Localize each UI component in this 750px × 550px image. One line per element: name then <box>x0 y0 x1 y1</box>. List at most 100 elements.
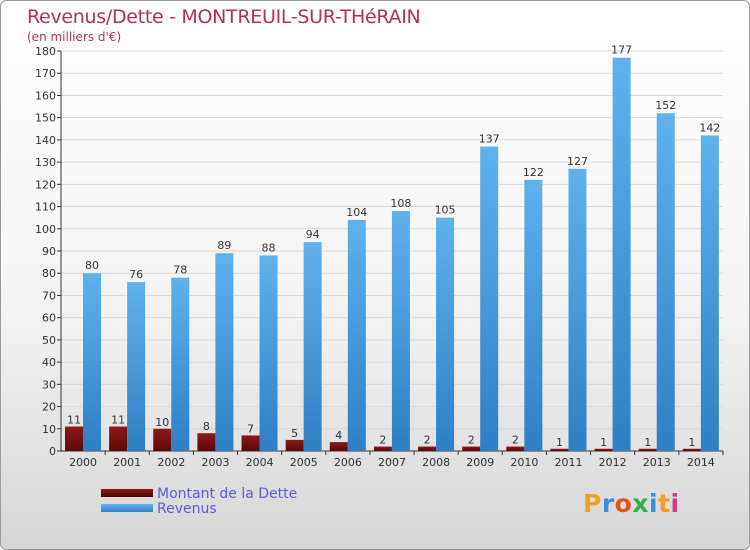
data-label-revenus: 108 <box>390 197 411 210</box>
y-tick-label: 160 <box>35 89 56 102</box>
data-label-dette: 2 <box>424 434 431 447</box>
legend-swatch-dette <box>101 489 153 497</box>
data-label-revenus: 76 <box>129 268 143 281</box>
data-label-dette: 11 <box>67 414 81 427</box>
bar-revenus <box>259 255 278 451</box>
bar-dette <box>373 446 392 451</box>
x-tick-label: 2011 <box>555 456 583 469</box>
y-tick-label: 10 <box>42 423 56 436</box>
data-label-dette: 11 <box>111 414 125 427</box>
bar-revenus <box>524 179 543 451</box>
chart-subtitle: (en milliers d'€) <box>27 30 122 44</box>
bar-dette <box>241 435 260 451</box>
y-tick-label: 40 <box>42 356 56 369</box>
data-label-revenus: 104 <box>346 206 367 219</box>
y-tick-label: 70 <box>42 289 56 302</box>
logo-letter: P <box>583 489 602 518</box>
bar-revenus <box>391 211 410 451</box>
data-label-revenus: 122 <box>523 166 544 179</box>
logo-letter: r <box>601 489 615 518</box>
bar-revenus <box>347 219 366 451</box>
data-label-dette: 1 <box>644 436 651 449</box>
data-label-dette: 10 <box>155 416 169 429</box>
y-tick-label: 30 <box>42 378 56 391</box>
bar-revenus <box>656 113 675 451</box>
bar-revenus <box>215 253 234 451</box>
data-label-revenus: 88 <box>262 241 276 254</box>
data-label-dette: 2 <box>512 434 519 447</box>
y-tick-label: 170 <box>35 67 56 80</box>
y-tick-label: 0 <box>49 445 56 458</box>
bar-dette <box>682 448 701 451</box>
y-tick-label: 130 <box>35 156 56 169</box>
proxiti-logo: Proxiti <box>583 489 680 518</box>
legend-label-dette: Montant de la Dette <box>157 486 298 502</box>
x-tick-label: 2007 <box>378 456 406 469</box>
data-label-dette: 1 <box>600 436 607 449</box>
bar-dette <box>197 433 216 451</box>
logo-letter: x <box>632 489 649 518</box>
x-tick-label: 2008 <box>422 456 450 469</box>
data-label-dette: 2 <box>468 434 475 447</box>
data-label-revenus: 152 <box>655 99 676 112</box>
y-tick-label: 20 <box>42 401 56 414</box>
data-label-revenus: 89 <box>217 239 231 252</box>
x-tick-label: 2014 <box>687 456 715 469</box>
bar-dette <box>329 442 348 451</box>
bar-dette <box>594 448 613 451</box>
bar-revenus <box>303 242 322 451</box>
legend-label-revenus: Revenus <box>157 501 217 517</box>
bar-dette <box>462 446 481 451</box>
x-tick-label: 2001 <box>113 456 141 469</box>
bar-dette <box>418 446 437 451</box>
chart-title: Revenus/Dette - MONTREUIL-SUR-THéRAIN <box>27 6 421 28</box>
logo-letter: o <box>614 489 633 518</box>
x-tick-label: 2000 <box>69 456 97 469</box>
x-tick-label: 2013 <box>643 456 671 469</box>
logo-letter: i <box>670 489 680 518</box>
x-tick-label: 2002 <box>157 456 185 469</box>
data-label-revenus: 177 <box>611 44 632 57</box>
bar-revenus <box>436 217 455 451</box>
y-tick-label: 80 <box>42 267 56 280</box>
y-tick-label: 140 <box>35 134 56 147</box>
bar-revenus <box>700 135 719 451</box>
logo-letter: t <box>658 489 671 518</box>
y-tick-label: 150 <box>35 112 56 125</box>
bar-dette <box>638 448 657 451</box>
bar-dette <box>550 448 569 451</box>
bar-revenus <box>127 282 146 451</box>
y-tick-label: 50 <box>42 334 56 347</box>
data-label-revenus: 142 <box>699 121 720 134</box>
data-label-revenus: 137 <box>479 133 500 146</box>
x-tick-label: 2012 <box>599 456 627 469</box>
bar-dette <box>153 428 172 451</box>
data-label-dette: 1 <box>556 436 563 449</box>
x-tick-label: 2009 <box>466 456 494 469</box>
x-tick-label: 2004 <box>246 456 274 469</box>
x-tick-label: 2003 <box>201 456 229 469</box>
data-label-revenus: 127 <box>567 155 588 168</box>
logo-letter: i <box>649 489 659 518</box>
x-tick-label: 2006 <box>334 456 362 469</box>
bar-dette <box>109 426 128 451</box>
data-label-dette: 2 <box>379 434 386 447</box>
data-label-dette: 4 <box>335 429 342 442</box>
data-label-dette: 5 <box>291 427 298 440</box>
bar-revenus <box>171 277 190 451</box>
x-tick-label: 2005 <box>290 456 318 469</box>
data-label-revenus: 78 <box>173 264 187 277</box>
data-label-revenus: 80 <box>85 259 99 272</box>
x-tick-label: 2010 <box>510 456 538 469</box>
y-tick-label: 120 <box>35 178 56 191</box>
bar-revenus <box>480 146 499 452</box>
y-tick-label: 60 <box>42 312 56 325</box>
bar-dette <box>506 446 525 451</box>
data-label-revenus: 94 <box>306 228 320 241</box>
y-tick-label: 100 <box>35 223 56 236</box>
y-tick-label: 180 <box>35 45 56 58</box>
bar-revenus <box>568 168 587 451</box>
y-tick-label: 90 <box>42 245 56 258</box>
